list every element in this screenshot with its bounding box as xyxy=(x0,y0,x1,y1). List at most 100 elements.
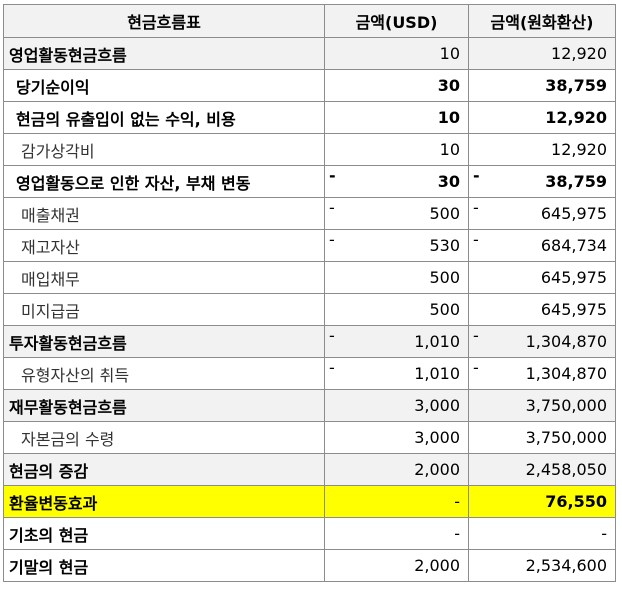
row-krw-cell[interactable]: - 1,304,870 xyxy=(468,357,616,390)
krw-sign: - xyxy=(473,166,480,186)
row-usd-cell[interactable]: 3,000 xyxy=(324,389,469,422)
usd-value: 500 xyxy=(429,204,460,223)
row-krw-cell[interactable]: 12,920 xyxy=(468,133,616,166)
row-label-cell[interactable]: 매입채무 xyxy=(3,261,325,294)
usd-sign: - xyxy=(329,198,335,218)
table-row: 현금의 유출입이 없는 수익, 비용 10 12,920 xyxy=(3,101,616,134)
krw-value: 12,920 xyxy=(545,108,607,127)
usd-sign: - xyxy=(329,230,335,250)
row-krw-cell[interactable]: - 1,304,870 xyxy=(468,325,616,358)
row-label-cell[interactable]: 자본금의 수령 xyxy=(3,421,325,454)
row-usd-cell[interactable]: - 1,010 xyxy=(324,357,469,390)
table-row: 환율변동효과 - 76,550 xyxy=(3,485,616,518)
row-label-cell[interactable]: 당기순이익 xyxy=(3,69,325,102)
row-usd-cell[interactable]: 500 xyxy=(324,261,469,294)
row-usd-cell[interactable]: - 500 xyxy=(324,197,469,230)
row-usd-cell[interactable]: 3,000 xyxy=(324,421,469,454)
row-label-cell[interactable]: 재고자산 xyxy=(3,229,325,262)
row-krw-cell[interactable]: 12,920 xyxy=(468,37,616,70)
usd-value: 1,010 xyxy=(414,364,460,383)
usd-value: 500 xyxy=(429,300,460,319)
header-item-cell[interactable]: 현금흐름표 xyxy=(3,4,325,38)
table-row: 매입채무 500 645,975 xyxy=(3,261,616,294)
table-row: 자본금의 수령 3,000 3,750,000 xyxy=(3,421,616,454)
row-label-cell[interactable]: 감가상각비 xyxy=(3,133,325,166)
row-krw-cell[interactable]: 76,550 xyxy=(468,485,616,518)
row-usd-cell[interactable]: 30 xyxy=(324,69,469,102)
table-row: 영업활동현금흐름 10 12,920 xyxy=(3,37,616,70)
row-label-cell[interactable]: 재무활동현금흐름 xyxy=(3,389,325,422)
row-label-cell[interactable]: 유형자산의 취득 xyxy=(3,357,325,390)
row-krw-cell[interactable]: 3,750,000 xyxy=(468,421,616,454)
row-usd-cell[interactable]: - 1,010 xyxy=(324,325,469,358)
usd-value: 1,010 xyxy=(414,332,460,351)
row-label-cell[interactable]: 현금의 증감 xyxy=(3,453,325,486)
table-row: 영업활동으로 인한 자산, 부채 변동 -30- 38,759 xyxy=(3,165,616,198)
row-usd-cell[interactable]: 2,000 xyxy=(324,453,469,486)
row-krw-cell[interactable]: 3,750,000 xyxy=(468,389,616,422)
row-krw-cell[interactable]: 645,975 xyxy=(468,261,616,294)
usd-value: 2,000 xyxy=(414,556,460,575)
row-krw-cell[interactable]: 645,975 xyxy=(468,293,616,326)
row-label-cell[interactable]: 기초의 현금 xyxy=(3,517,325,550)
krw-value: 38,759 xyxy=(545,76,607,95)
row-krw-cell[interactable]: 12,920 xyxy=(468,101,616,134)
row-label-cell[interactable]: 매출채권 xyxy=(3,197,325,230)
usd-value: 3,000 xyxy=(414,396,460,415)
krw-sign: - xyxy=(473,358,479,378)
row-usd-cell[interactable]: 10 xyxy=(324,101,469,134)
row-usd-cell[interactable]: - 30 xyxy=(324,165,469,198)
row-krw-cell[interactable]: - 38,759 xyxy=(468,165,616,198)
row-usd-cell[interactable]: 2,000 xyxy=(324,549,469,582)
cash-flow-table-container: 현금흐름표 금액(USD) 금액(원화환산) 영업활동현금흐름 10 12,920 당… xyxy=(3,4,616,582)
krw-value: 3,750,000 xyxy=(525,428,607,447)
table-row: 투자활동현금흐름 -1,010-1,304,870 xyxy=(3,325,616,358)
usd-value: 500 xyxy=(429,268,460,287)
row-usd-cell[interactable]: 10 xyxy=(324,133,469,166)
krw-value: 645,975 xyxy=(540,300,607,319)
krw-value: 12,920 xyxy=(551,44,607,63)
row-krw-cell[interactable]: - xyxy=(468,517,616,550)
table-row: 감가상각비 10 12,920 xyxy=(3,133,616,166)
row-krw-cell[interactable]: - 684,734 xyxy=(468,229,616,262)
row-usd-cell[interactable]: 500 xyxy=(324,293,469,326)
krw-value: 12,920 xyxy=(551,140,607,159)
usd-value: 10 xyxy=(439,44,460,63)
row-label-cell[interactable]: 현금의 유출입이 없는 수익, 비용 xyxy=(3,101,325,134)
row-label-cell[interactable]: 영업활동으로 인한 자산, 부채 변동 xyxy=(3,165,325,198)
row-usd-cell[interactable]: - xyxy=(324,485,469,518)
table-row: 현금의 증감 2,000 2,458,050 xyxy=(3,453,616,486)
table-row: 재고자산 - 530 -684,734 xyxy=(3,229,616,262)
row-krw-cell[interactable]: 2,458,050 xyxy=(468,453,616,486)
table-row: 재무활동현금흐름 3,000 3,750,000 xyxy=(3,389,616,422)
krw-value: 2,458,050 xyxy=(525,460,607,479)
krw-value: 38,759 xyxy=(545,172,607,191)
krw-value: 1,304,870 xyxy=(525,332,607,351)
usd-value: 530 xyxy=(429,236,460,255)
header-krw-cell[interactable]: 금액(원화환산) xyxy=(468,4,616,38)
row-label-cell[interactable]: 투자활동현금흐름 xyxy=(3,325,325,358)
row-usd-cell[interactable]: - 530 xyxy=(324,229,469,262)
usd-value: 10 xyxy=(437,108,460,127)
usd-value: 30 xyxy=(437,76,460,95)
usd-sign: - xyxy=(329,358,335,378)
usd-sign: - xyxy=(329,166,336,186)
usd-value: 3,000 xyxy=(414,428,460,447)
krw-value: 2,534,600 xyxy=(525,556,607,575)
row-krw-cell[interactable]: 38,759 xyxy=(468,69,616,102)
krw-sign: - xyxy=(473,326,479,346)
usd-value: 10 xyxy=(439,140,460,159)
header-usd-cell[interactable]: 금액(USD) xyxy=(324,4,469,38)
row-label-cell[interactable]: 환율변동효과 xyxy=(3,485,325,518)
row-krw-cell[interactable]: - 645,975 xyxy=(468,197,616,230)
table-row: 매출채권 - 500 -645,975 xyxy=(3,197,616,230)
row-label-cell[interactable]: 영업활동현금흐름 xyxy=(3,37,325,70)
krw-value: - xyxy=(601,524,607,543)
table-row: 기말의 현금 2,000 2,534,600 xyxy=(3,549,616,582)
row-usd-cell[interactable]: 10 xyxy=(324,37,469,70)
row-label-cell[interactable]: 기말의 현금 xyxy=(3,549,325,582)
usd-sign: - xyxy=(329,326,335,346)
row-label-cell[interactable]: 미지급금 xyxy=(3,293,325,326)
row-krw-cell[interactable]: 2,534,600 xyxy=(468,549,616,582)
row-usd-cell[interactable]: - xyxy=(324,517,469,550)
